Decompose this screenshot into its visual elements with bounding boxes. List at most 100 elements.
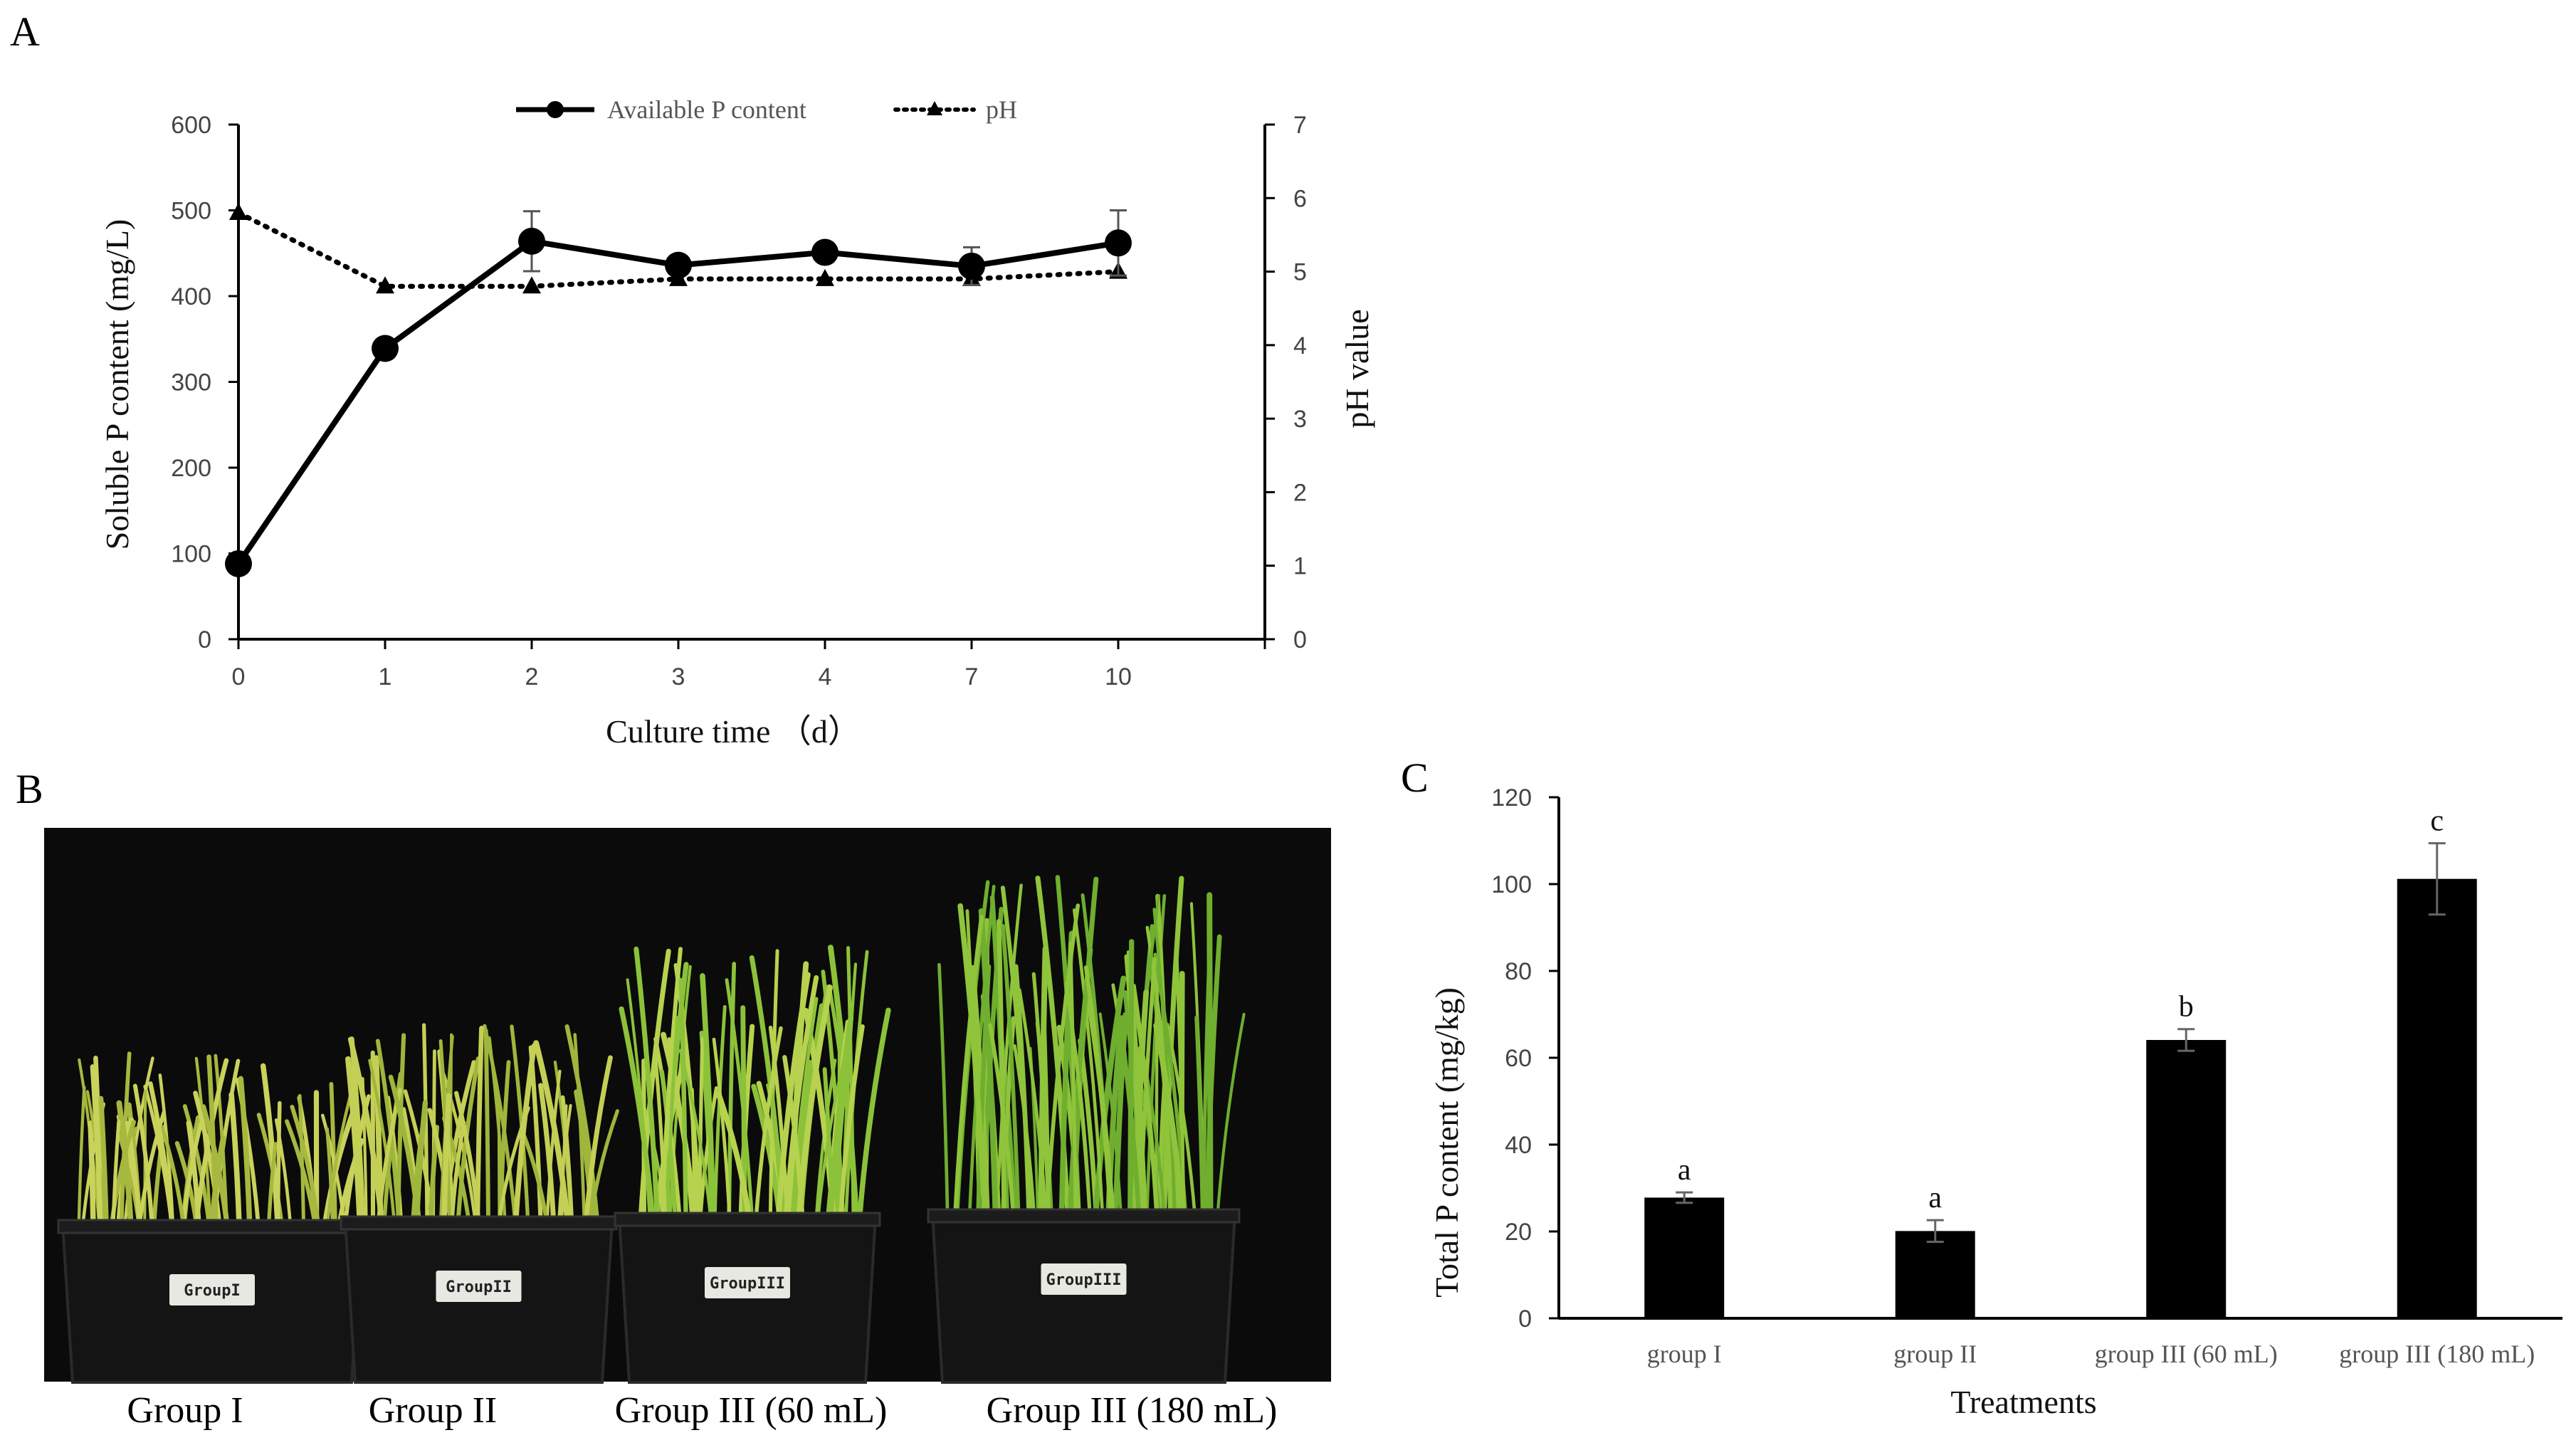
grass-blade bbox=[538, 1083, 557, 1227]
category-label: group I bbox=[1647, 1340, 1722, 1368]
grass-blade bbox=[838, 1024, 865, 1224]
grass-blade bbox=[88, 1120, 96, 1231]
grass-blade bbox=[77, 1086, 86, 1230]
significance-label: a bbox=[1928, 1182, 1942, 1214]
significance-label: c bbox=[2430, 805, 2444, 838]
significance-label: a bbox=[1678, 1154, 1691, 1187]
ph-marker bbox=[816, 268, 834, 286]
grass-blade bbox=[148, 1081, 175, 1231]
x-tick-label-a: 10 bbox=[1105, 663, 1132, 690]
bar-3 bbox=[2146, 1039, 2227, 1318]
grass-blade bbox=[441, 1093, 452, 1227]
grass-blade bbox=[715, 1091, 752, 1224]
ph-marker bbox=[522, 276, 541, 294]
grass-blade bbox=[520, 1130, 550, 1226]
grass-blade bbox=[98, 1095, 109, 1231]
grass-blade bbox=[754, 1026, 783, 1223]
grass-blade bbox=[1068, 941, 1078, 1219]
grass-blade bbox=[666, 1016, 680, 1223]
plant-pot: GroupII bbox=[340, 1023, 619, 1384]
grass-blade bbox=[1083, 965, 1113, 1220]
legend-marker-available-p bbox=[547, 101, 564, 118]
grass-blade bbox=[790, 997, 819, 1223]
grass-blade bbox=[90, 1064, 103, 1231]
grass-blade bbox=[1000, 886, 1034, 1220]
pot-group: GroupI GroupII GroupIII GroupIII bbox=[57, 875, 1246, 1384]
legend-label-available-p: Available P content bbox=[607, 95, 806, 124]
bar-4 bbox=[2397, 878, 2477, 1318]
grass-blade bbox=[653, 1056, 668, 1223]
pot-body bbox=[930, 1212, 1237, 1384]
legend-marker-ph bbox=[927, 101, 942, 115]
grass-blade bbox=[978, 908, 999, 1220]
photo-caption-group-ii: Group II bbox=[369, 1390, 498, 1431]
grass-blade bbox=[545, 1069, 562, 1226]
y2-tick-label-a: 2 bbox=[1293, 479, 1307, 506]
grass-blade bbox=[228, 1092, 242, 1231]
y2-tick-label-a: 6 bbox=[1293, 185, 1307, 212]
grass-blade bbox=[1064, 982, 1092, 1219]
grass-blade bbox=[290, 1105, 321, 1230]
grass-blade bbox=[987, 1023, 1016, 1219]
grass-blade bbox=[634, 946, 660, 1224]
grass-blade bbox=[700, 973, 716, 1224]
panel-letter-a: A bbox=[10, 9, 40, 55]
grass-blade bbox=[1174, 954, 1186, 1219]
grass-blade bbox=[345, 1056, 363, 1227]
y-tick-label-a: 100 bbox=[171, 541, 211, 568]
grass-blade bbox=[325, 1094, 352, 1230]
grass-blade bbox=[111, 1120, 121, 1230]
pot-label-card bbox=[1041, 1263, 1127, 1295]
bar-1 bbox=[1644, 1197, 1725, 1318]
grass-blade bbox=[275, 1100, 282, 1230]
grass-blade bbox=[1056, 1024, 1082, 1220]
available-p-marker bbox=[811, 238, 838, 266]
grass-blade bbox=[116, 1100, 134, 1231]
category-label: group III (60 mL) bbox=[2095, 1340, 2278, 1368]
ph-marker bbox=[229, 202, 248, 220]
grass-blade bbox=[368, 1058, 396, 1226]
grass-blade bbox=[995, 883, 1023, 1219]
grass-blade bbox=[349, 1036, 366, 1227]
pot-label-text: GroupII bbox=[446, 1278, 512, 1296]
x-tick-label-a: 3 bbox=[672, 663, 685, 690]
grass-blade bbox=[783, 974, 819, 1224]
chart-a: Available P content pH Soluble P content… bbox=[99, 95, 1375, 750]
grass-blade bbox=[1031, 972, 1051, 1219]
grass-blade bbox=[512, 1043, 537, 1227]
grass-blade bbox=[161, 1129, 186, 1230]
grass-blade bbox=[678, 1049, 713, 1223]
y2-tick-label-a: 5 bbox=[1293, 259, 1307, 286]
grass-blade bbox=[483, 1028, 490, 1226]
pot-rim bbox=[614, 1212, 881, 1227]
available-p-marker bbox=[225, 550, 252, 577]
grass-blade bbox=[1131, 983, 1160, 1220]
available-p-marker bbox=[372, 335, 399, 362]
grass-blade bbox=[200, 1104, 231, 1231]
x-tick-label-a: 1 bbox=[379, 663, 392, 690]
y-tick-label-c: 100 bbox=[1491, 871, 1532, 898]
x-tick-label-a: 0 bbox=[232, 663, 246, 690]
panel-letter-b: B bbox=[16, 766, 43, 812]
grass-blade bbox=[976, 964, 992, 1220]
grass-blade bbox=[1098, 1012, 1123, 1219]
grass-blade bbox=[193, 1058, 229, 1231]
category-label: group III (180 mL) bbox=[2339, 1340, 2535, 1368]
y-tick-label-c: 40 bbox=[1505, 1132, 1532, 1159]
grass-blade bbox=[1118, 1019, 1142, 1220]
y-tick-label-c: 20 bbox=[1505, 1219, 1532, 1246]
category-label: group II bbox=[1893, 1340, 1977, 1368]
y2-axis-title-a: pH value bbox=[1339, 309, 1375, 428]
grass-blade bbox=[266, 1142, 278, 1230]
x-axis-title-c: Treatments bbox=[1950, 1384, 2096, 1420]
y-tick-label-c: 80 bbox=[1505, 958, 1532, 985]
grass-blade bbox=[782, 1055, 805, 1224]
y-tick-label-a: 300 bbox=[171, 369, 211, 396]
grass-blade bbox=[638, 948, 671, 1224]
y-tick-label-a: 200 bbox=[171, 455, 211, 482]
grass-blade bbox=[533, 1040, 571, 1227]
available-p-marker bbox=[1105, 229, 1132, 257]
panel-letter-c: C bbox=[1401, 755, 1429, 801]
grass-blade bbox=[564, 1024, 600, 1227]
x-tick-label-a: 4 bbox=[819, 663, 832, 690]
